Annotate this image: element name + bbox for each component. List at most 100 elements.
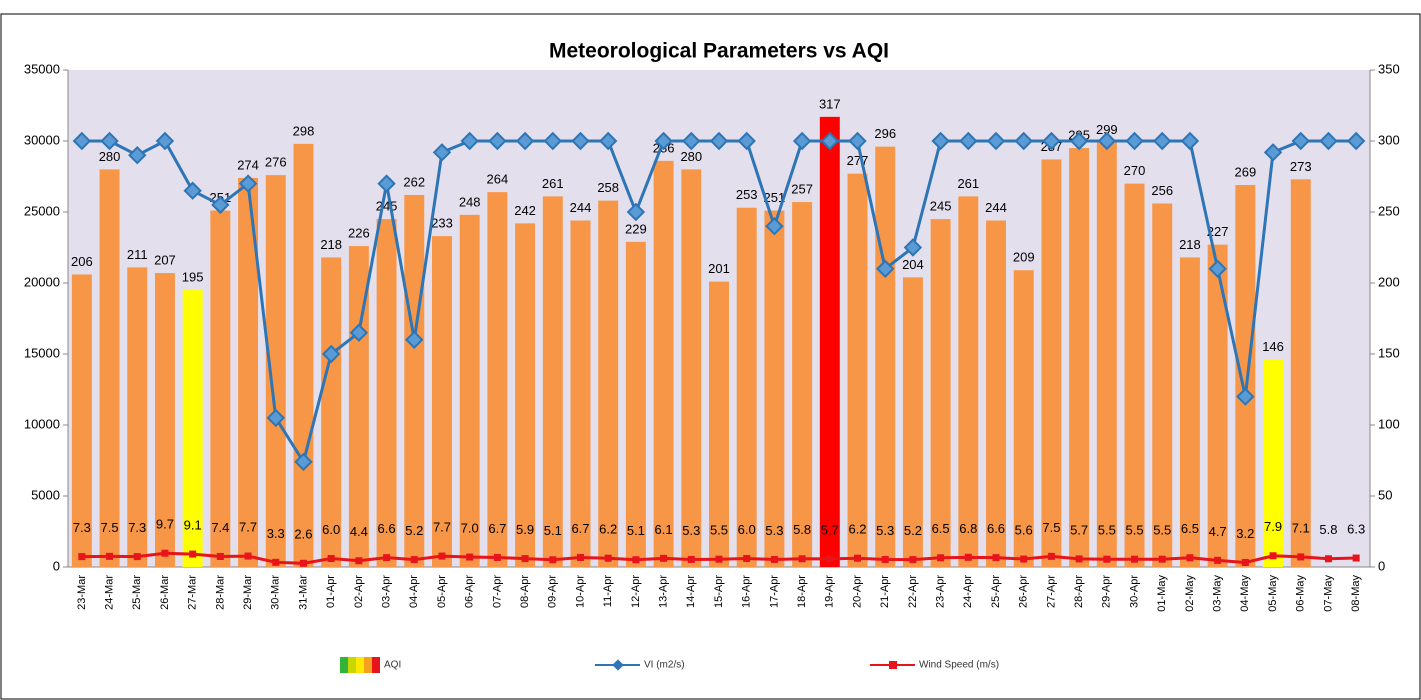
bar — [182, 290, 203, 567]
marker — [161, 549, 169, 557]
x-tick-label: 28-Mar — [214, 575, 226, 610]
x-tick-label: 29-Mar — [242, 575, 254, 610]
marker — [626, 202, 646, 222]
bar-label: 233 — [431, 216, 453, 231]
x-tick-label: 21-Apr — [879, 575, 891, 608]
point-label: 6.6 — [987, 521, 1005, 536]
point-label: 9.1 — [184, 518, 202, 533]
y-tick-label: 10000 — [24, 416, 60, 431]
point-label: 5.8 — [793, 522, 811, 537]
marker — [1020, 555, 1028, 563]
marker — [737, 131, 756, 151]
marker — [1263, 143, 1283, 162]
point-label: 7.5 — [101, 520, 119, 535]
x-tick-label: 09-Apr — [547, 575, 559, 608]
bar-label: 317 — [819, 96, 841, 111]
point-label: 6.0 — [322, 522, 340, 537]
bar — [127, 267, 148, 567]
point-label: 5.1 — [544, 523, 562, 538]
x-tick-label: 07-Apr — [491, 575, 503, 608]
point-label: 7.7 — [239, 520, 257, 535]
bar-label: 261 — [957, 176, 979, 191]
x-tick-label: 05-May — [1267, 575, 1279, 612]
marker — [515, 131, 535, 151]
marker — [959, 131, 978, 151]
point-label: 4.4 — [350, 524, 368, 539]
x-tick-label: 04-Apr — [408, 575, 420, 608]
x-tick-label: 30-Mar — [270, 575, 282, 610]
bar — [376, 219, 397, 567]
marker — [937, 554, 945, 562]
marker — [1208, 259, 1227, 278]
legend-swatch — [372, 657, 380, 673]
marker — [1236, 387, 1255, 406]
bar — [321, 257, 342, 567]
point-label: 6.2 — [848, 522, 866, 537]
marker — [743, 554, 751, 562]
legend-swatch — [348, 657, 356, 673]
legend-swatch — [340, 657, 348, 673]
bar — [986, 220, 1006, 567]
point-label: 6.7 — [488, 521, 506, 536]
y2-tick-label: 150 — [1378, 345, 1400, 360]
point-label: 6.2 — [599, 522, 617, 537]
bar-label: 269 — [1234, 164, 1256, 179]
bar — [515, 223, 536, 568]
x-tick-label: 06-Apr — [464, 575, 476, 608]
point-label: 2.6 — [294, 527, 312, 542]
bar — [709, 281, 729, 567]
bar — [1263, 359, 1284, 567]
marker — [992, 554, 1000, 562]
point-label: 7.4 — [211, 520, 229, 535]
marker — [189, 550, 197, 558]
bar-label: 256 — [1151, 183, 1173, 198]
marker — [1346, 131, 1366, 151]
bar — [71, 274, 92, 567]
bar — [764, 210, 785, 567]
y2-tick-label: 200 — [1378, 274, 1400, 289]
marker — [128, 146, 147, 165]
bar — [210, 210, 231, 567]
point-label: 5.1 — [627, 523, 645, 538]
point-label: 7.3 — [128, 520, 146, 535]
x-tick-label: 26-Mar — [159, 575, 171, 610]
bar — [542, 196, 563, 567]
legend-marker — [612, 659, 624, 671]
bar-label: 273 — [1290, 159, 1312, 174]
marker — [792, 131, 812, 151]
bar — [1069, 148, 1090, 567]
point-label: 6.0 — [738, 522, 756, 537]
x-tick-label: 28-Apr — [1073, 575, 1085, 608]
bar — [819, 116, 840, 568]
point-label: 7.0 — [461, 520, 479, 535]
point-label: 6.1 — [655, 522, 673, 537]
y-tick-label: 25000 — [24, 203, 60, 218]
marker — [321, 344, 341, 364]
bar — [681, 169, 702, 567]
marker — [1042, 131, 1061, 151]
bar-label: 296 — [874, 126, 896, 141]
marker — [876, 259, 895, 278]
bar-label: 276 — [265, 155, 287, 170]
point-label: 5.3 — [876, 523, 894, 538]
x-tick-label: 03-May — [1212, 575, 1224, 612]
marker — [660, 554, 668, 562]
bar-label: 274 — [237, 157, 259, 172]
marker — [1352, 554, 1360, 562]
bar-label: 242 — [514, 203, 536, 218]
marker — [881, 555, 889, 563]
point-label: 5.8 — [1319, 522, 1337, 537]
marker — [299, 559, 307, 567]
point-label: 3.2 — [1236, 526, 1254, 541]
x-tick-label: 24-Apr — [962, 575, 974, 608]
x-tick-label: 27-Apr — [1045, 575, 1057, 608]
bar-label: 298 — [293, 123, 315, 138]
legend-label: Wind Speed (m/s) — [919, 660, 999, 671]
marker — [1180, 131, 1200, 151]
bar-label: 227 — [1207, 224, 1229, 239]
marker — [355, 557, 363, 565]
marker — [405, 330, 424, 349]
bar-label: 280 — [680, 149, 702, 164]
bar — [847, 173, 868, 567]
